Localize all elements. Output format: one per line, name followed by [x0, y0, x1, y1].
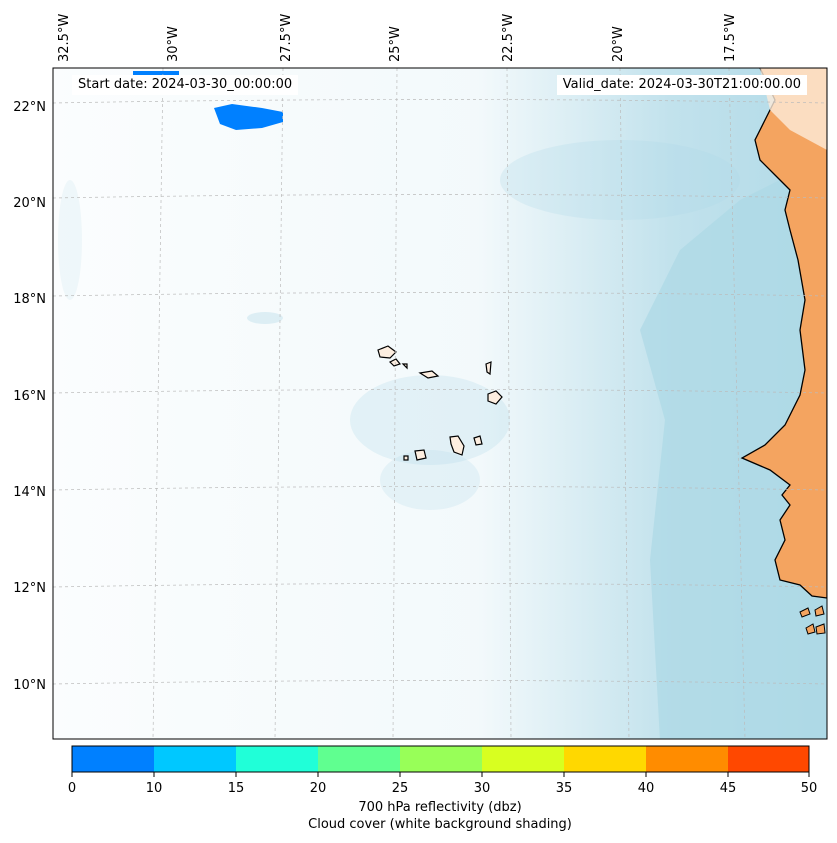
lat-label: 10°N	[13, 678, 46, 693]
colorbar-tick-label: 50	[800, 781, 818, 796]
island-santiago	[449, 435, 465, 456]
island	[815, 623, 826, 635]
island-santa-luzia	[401, 363, 408, 370]
start-date-label: Start date: 2024-03-30_00:00:00	[72, 75, 299, 95]
lat-label: 14°N	[13, 485, 46, 500]
colorbar-ticks	[71, 772, 810, 777]
cloud-cover-east	[640, 160, 827, 739]
colorbar-frame	[71, 745, 810, 773]
colorbar	[71, 745, 810, 777]
cloud-patch	[350, 375, 510, 465]
lat-label: 16°N	[13, 389, 46, 404]
cloud-patch	[247, 312, 283, 324]
colorbar-tick-label: 25	[391, 781, 409, 796]
island-sao-nicolau	[418, 370, 440, 379]
africa-coast	[740, 68, 827, 599]
lon-label: 20°W	[611, 26, 626, 62]
lat-label: 12°N	[13, 581, 46, 596]
colorbar-tick-label: 40	[637, 781, 655, 796]
colorbar-segment	[482, 746, 564, 772]
reflectivity-echo	[214, 104, 283, 130]
island-sal	[485, 361, 492, 376]
colorbar-subtitle: Cloud cover (white background shading)	[308, 817, 572, 832]
map-layers	[53, 68, 827, 739]
colorbar-tick-label: 20	[309, 781, 327, 796]
lon-label: 25°W	[388, 26, 403, 62]
gridlines	[53, 68, 827, 739]
colorbar-tick-label: 35	[555, 781, 573, 796]
lon-label: 30°W	[166, 26, 181, 62]
colorbar-tick-label: 45	[719, 781, 737, 796]
lon-label: 32.5°W	[57, 14, 72, 62]
colorbar-segment	[646, 746, 728, 772]
lon-label: 27.5°W	[279, 14, 294, 62]
colorbar-tick-label: 0	[67, 781, 77, 796]
lat-label: 20°N	[13, 196, 46, 211]
island	[814, 605, 825, 617]
colorbar-segment	[72, 746, 154, 772]
lon-label: 22.5°W	[501, 14, 516, 62]
island	[799, 607, 811, 618]
cloud-patch	[380, 450, 480, 510]
island-santo-antao	[377, 345, 397, 359]
colorbar-title: 700 hPa reflectivity (dbz)	[358, 800, 522, 815]
cloud-patch	[58, 180, 82, 300]
colorbar-segment	[564, 746, 646, 772]
island-boa-vista	[487, 390, 503, 405]
island-brava	[403, 455, 409, 461]
map-frame	[52, 67, 828, 740]
lon-label: 17.5°W	[723, 14, 738, 62]
island-maio	[473, 435, 483, 446]
colorbar-tick-label: 10	[145, 781, 163, 796]
cloud-patch	[500, 140, 740, 220]
colorbar-tick-label: 15	[227, 781, 245, 796]
colorbar-segment	[154, 746, 236, 772]
colorbar-segment	[318, 746, 400, 772]
island	[805, 623, 816, 635]
reflectivity-echo	[133, 71, 179, 75]
colorbar-tick-label: 30	[473, 781, 491, 796]
colorbar-segment	[400, 746, 482, 772]
lat-label: 22°N	[13, 100, 46, 115]
colorbar-segment	[236, 746, 318, 772]
colorbar-segment	[728, 746, 809, 772]
island-fogo	[414, 449, 427, 461]
valid-date-label: Valid_date: 2024-03-30T21:00:00.00	[556, 75, 807, 95]
lat-label: 18°N	[13, 292, 46, 307]
